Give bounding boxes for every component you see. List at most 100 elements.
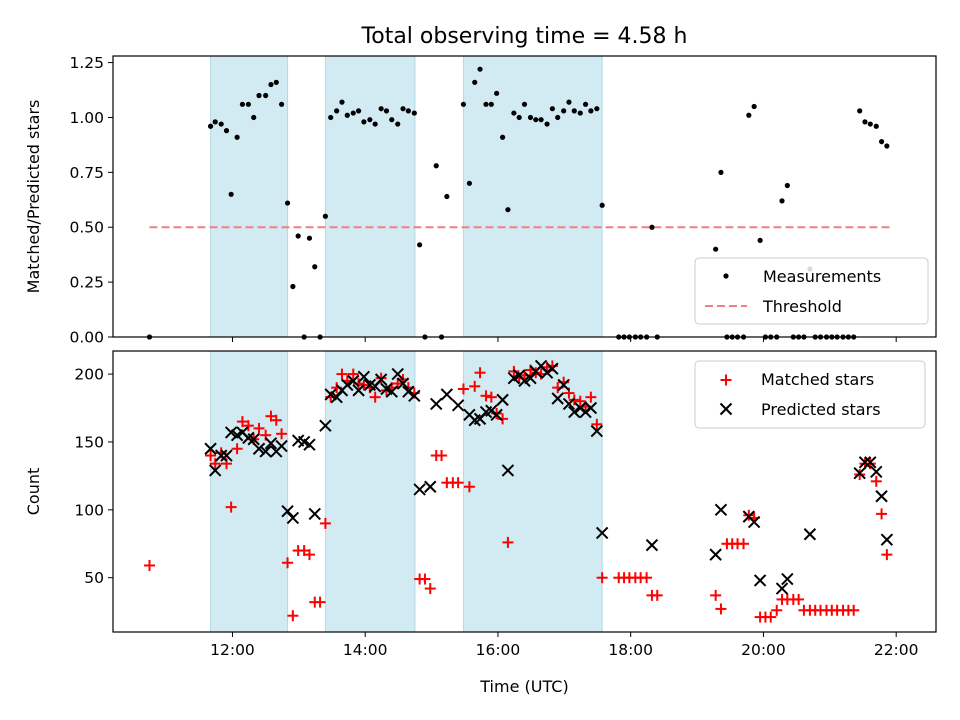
predicted-star-point (562, 397, 576, 411)
observing-interval (462, 350, 603, 633)
measurement-point (290, 283, 296, 290)
measurement-point (344, 112, 350, 118)
predicted-star-point (252, 442, 266, 455)
measurement-point (884, 143, 890, 149)
predicted-star-point (775, 582, 789, 595)
predicted-star-point (595, 526, 609, 540)
matched-star-point (287, 610, 299, 622)
measurement-point (383, 108, 390, 114)
predicted-star-point (308, 507, 321, 521)
measurement-point (494, 90, 500, 96)
measurement-point (588, 108, 594, 114)
measurement-point (400, 106, 406, 112)
y-tick-label: 150 (74, 433, 104, 451)
predicted-star-point (259, 445, 272, 458)
measurement-point (218, 121, 224, 127)
measurement-point (284, 200, 291, 206)
measurement-point (483, 101, 489, 107)
predicted-star-point (551, 392, 564, 405)
predicted-star-point (880, 533, 894, 546)
x-tick-label: 22:00 (874, 641, 919, 659)
measurement-point (718, 169, 724, 175)
predicted-star-point (286, 511, 300, 525)
predicted-star-point (204, 442, 217, 455)
measurement-point (273, 79, 279, 85)
predicted-star-point (490, 408, 503, 422)
predicted-star-point (247, 433, 260, 446)
matched-star-point (651, 589, 663, 601)
measurement-point (339, 99, 345, 105)
measurement-point (538, 117, 544, 123)
matched-star-point (738, 538, 750, 550)
predicted-star-point (330, 390, 343, 404)
measurement-point (268, 81, 274, 88)
matched-star-point (419, 573, 431, 585)
matched-star-point (319, 517, 331, 529)
measurement-point (873, 123, 879, 129)
predicted-star-point (858, 456, 872, 469)
predicted-stars-points (204, 359, 894, 595)
predicted-star-point (374, 373, 388, 386)
y-axis-label: Count (24, 468, 43, 516)
measurement-point (417, 242, 423, 248)
measurement-point (251, 114, 257, 121)
measurement-point (549, 106, 555, 112)
measurement-point (599, 202, 605, 208)
predicted-star-point (781, 572, 794, 586)
predicted-star-point (281, 504, 294, 518)
measurement-point (751, 103, 757, 110)
observing-interval (462, 55, 603, 338)
measurement-point (295, 233, 301, 239)
matched-star-point (870, 475, 882, 487)
measurement-point (566, 99, 572, 105)
legend-box (694, 360, 926, 429)
matched-star-point (596, 572, 608, 584)
predicted-star-point (391, 367, 404, 381)
predicted-star-point (264, 437, 278, 450)
measurement-point (571, 108, 577, 114)
x-tick-label: 16:00 (476, 641, 521, 659)
x-axis-label: Time (UTC) (479, 677, 568, 696)
matched-star-point (881, 549, 893, 561)
measurement-point (312, 264, 318, 270)
predicted-star-point (352, 384, 365, 397)
observing-interval (210, 55, 289, 338)
measurement-point (367, 117, 373, 123)
matched-star-point (270, 414, 282, 426)
measurement-point (212, 119, 218, 125)
matched-star-point (585, 391, 597, 403)
matched-star-point (474, 367, 486, 379)
matched-star-point (303, 549, 315, 561)
predicted-star-point (275, 439, 288, 453)
matched-star-point (314, 596, 326, 608)
measurement-point (306, 235, 313, 241)
axes-frame (112, 55, 937, 338)
ratio-axes: 0.00 0.25 0.50 0.75 1.00 1.25 Matched/Predicte… (24, 54, 937, 347)
predicted-star-point (546, 362, 559, 375)
observing-intervals (210, 55, 603, 338)
predicted-star-point (341, 378, 354, 392)
measurement-point (499, 134, 506, 140)
predicted-star-point (714, 503, 728, 517)
matched-star-point (848, 604, 860, 616)
matched-star-point (457, 383, 469, 395)
measurement-point (389, 117, 395, 123)
y-tick-label: 0.00 (69, 329, 104, 347)
legend-measurements-label: Measurements (763, 267, 881, 286)
predicted-star-point (496, 393, 509, 407)
predicted-star-point (402, 385, 415, 398)
measurement-point (355, 108, 362, 114)
measurement-point (488, 101, 494, 107)
measurement-point (878, 139, 885, 145)
predicted-star-point (747, 515, 761, 529)
observing-interval (324, 55, 416, 338)
predicted-star-point (584, 401, 598, 415)
count-panel: 12:00 14:00 16:00 18:00 20:00 22:00 50 100 150 20… (24, 350, 937, 696)
measurement-point (757, 237, 763, 244)
predicted-star-point (303, 438, 316, 451)
predicted-star-point (214, 449, 228, 462)
predicted-star-point (220, 449, 233, 462)
matched-star-point (253, 422, 265, 434)
measurement-point (460, 101, 467, 107)
